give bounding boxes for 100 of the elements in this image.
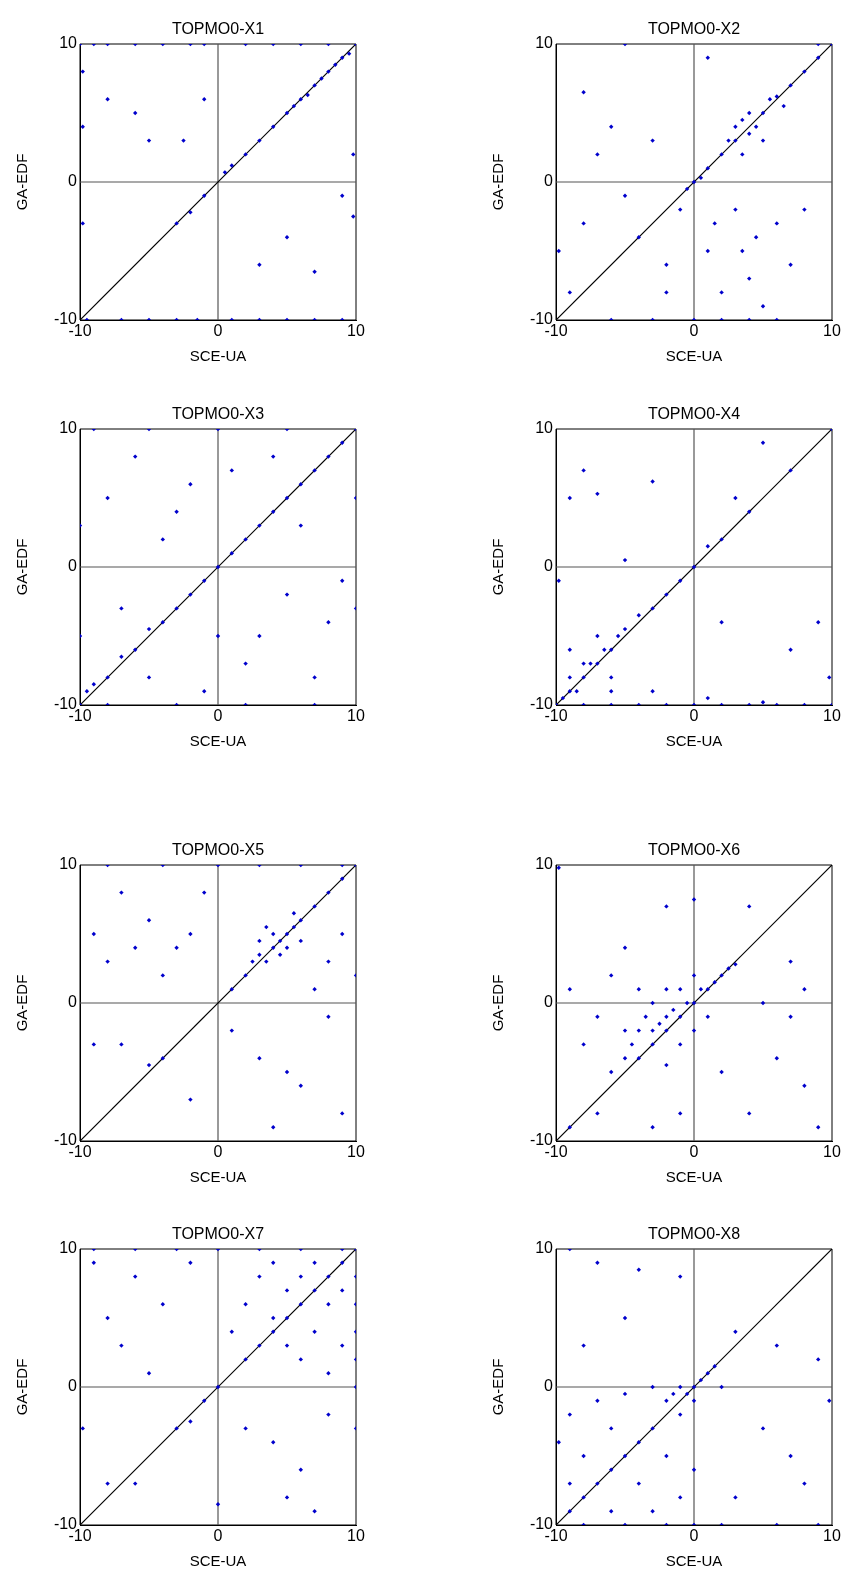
point [816,1357,821,1362]
point [678,1495,683,1500]
y-axis-title: GA-EDF [13,974,31,1032]
point [774,702,779,705]
x-axis-title: SCE-UA [189,347,247,365]
point [284,1315,290,1321]
point [622,626,628,632]
point [747,904,752,909]
point [257,138,262,143]
point [567,689,572,694]
point [326,454,331,459]
point [747,702,752,705]
point [271,1315,276,1321]
point [298,938,303,944]
point [119,606,124,611]
point [829,44,832,47]
point [747,509,752,514]
point [326,890,331,895]
point [271,1125,276,1130]
point [636,987,641,992]
y-axis-title: GA-EDF [13,538,31,596]
point [80,702,83,705]
point [581,661,586,666]
point [788,647,793,652]
point [326,69,331,74]
point [133,647,138,652]
point [215,564,221,570]
point [609,973,614,978]
point [340,1260,345,1265]
point [705,544,710,549]
point [174,606,179,611]
point [636,235,641,240]
point [622,1391,628,1397]
point [80,69,85,74]
x-tick-label: 0 [213,1143,223,1161]
point [609,317,614,320]
point [353,1249,356,1252]
x-tick-label: 0 [213,1527,223,1545]
point [747,317,752,320]
chart-title: TOPMO0-X5 [171,841,265,859]
x-tick-label: 0 [213,707,223,725]
point [160,620,165,625]
point [698,175,704,181]
point [312,1329,317,1334]
point [747,1111,752,1116]
point [257,523,262,528]
point [719,537,724,542]
point [609,689,614,694]
point [312,1288,317,1293]
point [609,1426,614,1431]
point [827,675,832,680]
point [560,695,566,701]
point [257,952,262,957]
point [312,269,317,274]
point [684,1000,690,1006]
point [705,248,710,254]
point [298,1467,303,1472]
point [243,661,248,666]
point [788,959,793,964]
point [567,675,572,680]
point [243,973,248,978]
point [291,924,297,930]
point [202,689,207,694]
point [774,1056,779,1061]
point [678,1042,683,1047]
point [556,578,561,583]
y-tick-label: 10 [59,855,78,873]
point [802,1083,807,1088]
x-tick-label: 10 [823,322,841,340]
point [160,1056,165,1061]
point [705,1014,710,1019]
point [829,429,832,432]
point [229,317,234,320]
point [684,186,690,192]
point [567,647,572,652]
point [229,1329,234,1334]
point [678,1111,683,1116]
point [740,117,745,123]
point [188,592,193,597]
point [595,152,600,157]
point [609,1069,614,1075]
point [91,682,96,687]
point [188,1097,193,1102]
point [802,1481,807,1486]
y-tick-label: 10 [59,419,78,437]
point [340,1111,345,1116]
point [774,1522,779,1525]
point [712,221,717,226]
point [774,317,779,320]
point [726,966,731,971]
point [291,911,297,916]
point [747,131,752,136]
point [622,1315,628,1321]
point [636,702,641,705]
point [788,1014,793,1019]
point [188,210,193,215]
y-tick-label: 10 [59,34,78,52]
point [595,1014,600,1019]
point [174,221,179,226]
x-axis-title: SCE-UA [189,732,247,750]
